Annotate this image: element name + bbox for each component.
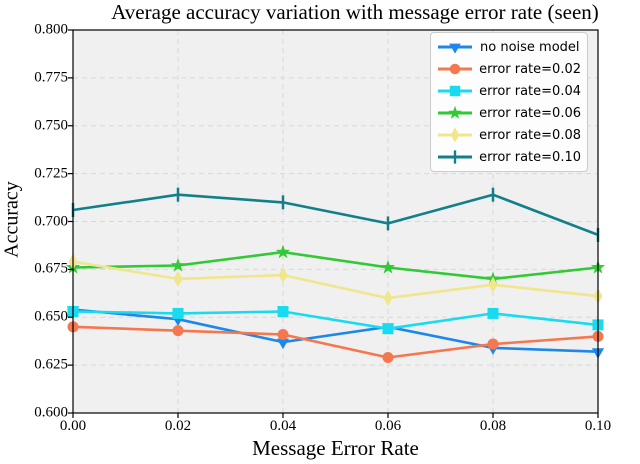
legend-item: error rate=0.08: [437, 124, 581, 146]
square-icon: [277, 306, 289, 318]
circle-icon: [172, 325, 184, 337]
y-tick-label: 0.775: [34, 69, 68, 86]
legend-item-label: error rate=0.06: [479, 105, 581, 121]
square-icon: [172, 307, 184, 319]
diamond-icon: [173, 270, 183, 287]
legend-item-label: error rate=0.10: [479, 149, 581, 165]
legend-item: error rate=0.06: [437, 102, 581, 124]
legend-swatch-diamond-icon: [438, 127, 472, 143]
square-icon: [449, 85, 461, 97]
legend-item-label: error rate=0.02: [479, 61, 581, 77]
x-axis-label: Message Error Rate: [252, 436, 419, 460]
diamond-icon: [383, 290, 393, 307]
x-tick-label: 0.02: [164, 418, 192, 434]
circle-icon: [277, 328, 289, 340]
circle-icon: [382, 351, 394, 363]
legend-swatch-star-icon: [438, 105, 472, 119]
square-icon: [382, 323, 394, 335]
series-line: [72, 325, 599, 359]
star-icon: [448, 105, 462, 119]
star-icon: [170, 258, 186, 272]
legend-item: error rate=0.02: [437, 58, 581, 80]
diamond-icon: [488, 276, 498, 293]
y-tick-label: 0.625: [34, 356, 68, 373]
x-tick-label: 0.10: [584, 418, 612, 434]
y-tick-label: 0.750: [34, 117, 68, 134]
square-icon: [487, 307, 499, 319]
y-tick-label: 0.675: [34, 260, 68, 277]
legend-swatch-vline-icon: [438, 150, 472, 164]
circle-icon: [449, 63, 461, 75]
diamond-icon: [278, 267, 288, 284]
star-icon: [380, 259, 396, 274]
x-tick-label: 0.00: [59, 418, 87, 434]
circle-icon: [487, 338, 499, 350]
series-line: [72, 250, 599, 281]
x-tick-label: 0.08: [479, 418, 507, 434]
y-tick-label: 0.700: [34, 213, 68, 229]
legend-swatch-triangle-down-icon: [438, 43, 472, 54]
diamond-icon: [450, 127, 460, 143]
x-tick-label: 0.04: [269, 418, 297, 434]
legend-item-label: no noise model: [480, 39, 580, 55]
legend-item: error rate=0.10: [437, 146, 581, 168]
chart-title: Average accuracy variation with message …: [111, 0, 599, 24]
star-icon: [275, 244, 291, 259]
x-tick-label: 0.06: [374, 418, 402, 434]
legend-item: error rate=0.04: [437, 80, 581, 102]
legend-item: no noise model: [437, 36, 581, 58]
series-line: [72, 193, 599, 237]
triangle-down-icon: [276, 338, 290, 350]
legend-swatch-square-icon: [438, 85, 472, 97]
legend-swatch-circle-icon: [438, 63, 472, 75]
series-line: [72, 260, 599, 300]
y-tick-label: 0.800: [34, 21, 68, 38]
legend: no noise model error rate=0.02 error rate=…: [430, 32, 588, 172]
series-line: [72, 308, 599, 353]
series-line: [72, 310, 599, 331]
y-tick-label: 0.650: [34, 308, 68, 325]
legend-item-label: error rate=0.04: [479, 83, 581, 99]
y-tick-label: 0.600: [34, 404, 68, 421]
y-tick-label: 0.725: [34, 165, 68, 182]
triangle-down-icon: [449, 43, 461, 54]
legend-item-label: error rate=0.08: [479, 127, 581, 143]
